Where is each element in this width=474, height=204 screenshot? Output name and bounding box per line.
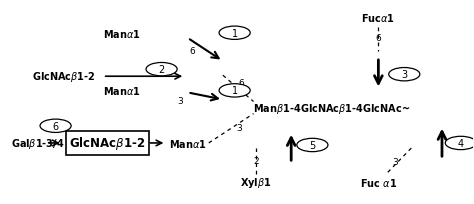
Text: Man$\alpha$1: Man$\alpha$1 [103, 28, 140, 40]
Text: 1: 1 [232, 86, 237, 96]
Text: 4: 4 [458, 138, 464, 148]
Text: GlcNAc$\beta$1-2: GlcNAc$\beta$1-2 [32, 70, 96, 84]
Text: 3: 3 [401, 70, 407, 80]
Text: 3: 3 [392, 157, 398, 166]
Text: 5: 5 [309, 140, 316, 150]
Text: 3: 3 [178, 96, 183, 105]
Text: Xyl$\beta$1: Xyl$\beta$1 [240, 175, 272, 190]
Circle shape [219, 84, 250, 98]
Text: 3: 3 [237, 124, 242, 133]
Circle shape [389, 68, 420, 81]
Circle shape [40, 120, 71, 133]
Text: Man$\alpha$1: Man$\alpha$1 [103, 85, 140, 97]
Text: GlcNAc$\beta$1-2: GlcNAc$\beta$1-2 [69, 135, 146, 152]
Circle shape [297, 139, 328, 152]
Text: 2: 2 [253, 156, 259, 165]
Text: 6: 6 [375, 34, 381, 43]
Text: 6: 6 [239, 78, 245, 87]
Text: Gal$\beta$1-3/4: Gal$\beta$1-3/4 [11, 136, 64, 150]
Text: Fuc $\alpha$1: Fuc $\alpha$1 [360, 176, 397, 188]
Text: 1: 1 [232, 29, 237, 39]
Text: Fuc$\alpha$1: Fuc$\alpha$1 [361, 11, 395, 23]
Circle shape [146, 63, 177, 76]
Text: Man$\alpha$1: Man$\alpha$1 [169, 137, 206, 149]
Text: Man$\beta$1-4GlcNAc$\beta$1-4GlcNAc~: Man$\beta$1-4GlcNAc$\beta$1-4GlcNAc~ [254, 101, 411, 115]
Text: 2: 2 [158, 65, 165, 75]
Text: 6: 6 [53, 121, 59, 131]
Circle shape [219, 27, 250, 40]
Circle shape [445, 137, 474, 150]
Text: 6: 6 [189, 47, 195, 56]
